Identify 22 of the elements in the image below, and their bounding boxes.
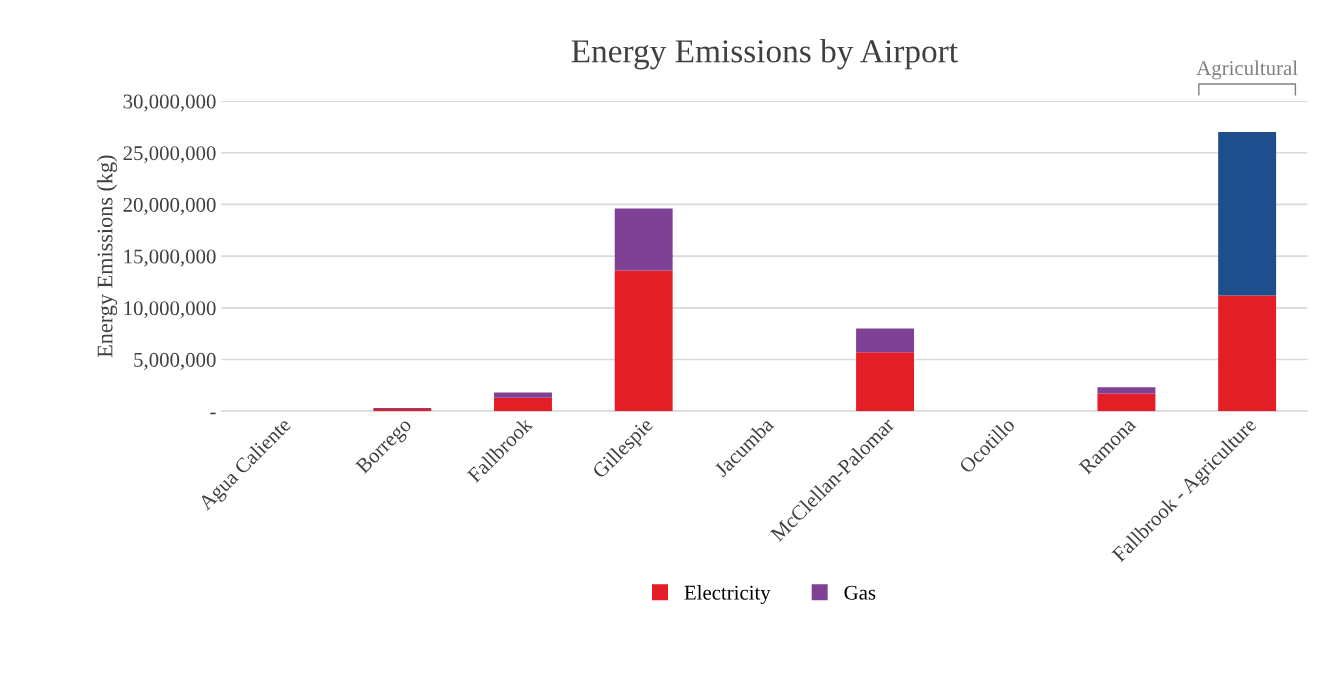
y-tick-label: 25,000,000 (123, 146, 216, 164)
y-tick-label: 20,000,000 (123, 197, 216, 215)
y-tick-label: 30,000,000 (123, 94, 216, 112)
bar (1097, 393, 1156, 412)
bar (1097, 387, 1156, 394)
bar (856, 352, 915, 412)
chart-title: Energy Emissions by Airport (571, 39, 958, 70)
text: Agricultural (1196, 60, 1298, 80)
y-tick-label: - (210, 412, 216, 415)
bar (614, 270, 673, 412)
bar (856, 328, 915, 353)
legend-label: Gas (844, 585, 876, 600)
y-tick-label: 5,000,000 (134, 352, 216, 370)
y-tick-label: 15,000,000 (124, 249, 216, 267)
bar (1218, 295, 1277, 412)
y-axis-title: Energy Emissions (kg) (96, 155, 118, 358)
bar (614, 208, 673, 271)
bar (494, 397, 552, 412)
y-tick-label: 10,000,000 (124, 301, 216, 319)
bar (494, 392, 552, 398)
bar (1218, 132, 1277, 296)
legend-label: Electricity (684, 585, 771, 604)
